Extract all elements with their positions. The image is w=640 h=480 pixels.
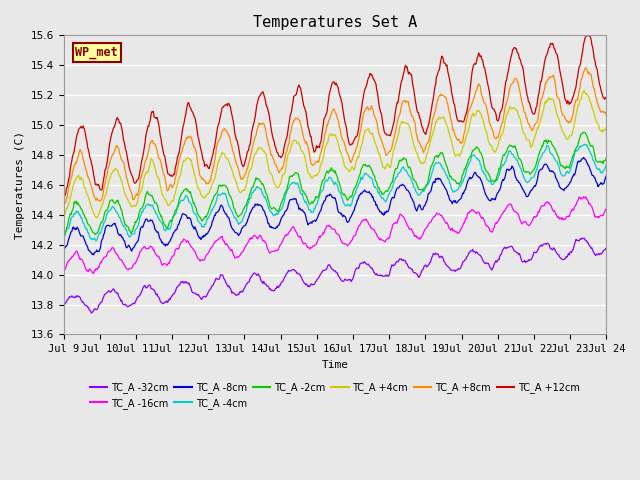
TC_A +8cm xyxy=(60,204,67,209)
TC_A -16cm xyxy=(70,253,77,259)
Line: TC_A -8cm: TC_A -8cm xyxy=(63,157,606,255)
TC_A -8cm xyxy=(60,248,67,253)
TC_A -2cm xyxy=(180,187,188,193)
TC_A -8cm xyxy=(126,245,134,251)
Line: TC_A +8cm: TC_A +8cm xyxy=(63,68,606,206)
TC_A -4cm xyxy=(181,195,189,201)
TC_A -32cm xyxy=(126,302,134,308)
Line: TC_A +12cm: TC_A +12cm xyxy=(63,35,606,196)
TC_A -8cm xyxy=(70,224,77,230)
TC_A +4cm xyxy=(602,124,610,130)
TC_A +12cm xyxy=(417,117,424,122)
Line: TC_A -32cm: TC_A -32cm xyxy=(63,238,606,313)
TC_A +4cm xyxy=(580,88,588,94)
TC_A -32cm xyxy=(402,258,410,264)
TC_A -32cm xyxy=(60,305,67,311)
TC_A -16cm xyxy=(402,218,410,224)
Line: TC_A -2cm: TC_A -2cm xyxy=(63,132,606,237)
TC_A +4cm xyxy=(209,179,217,185)
TC_A +12cm xyxy=(70,151,77,157)
TC_A -2cm xyxy=(209,197,217,203)
TC_A -2cm xyxy=(70,205,77,211)
TC_A +8cm xyxy=(417,142,424,148)
TC_A -16cm xyxy=(417,234,425,240)
TC_A +4cm xyxy=(125,200,133,205)
TC_A +12cm xyxy=(60,193,67,199)
TC_A -4cm xyxy=(92,238,100,244)
TC_A -16cm xyxy=(580,194,588,200)
TC_A +8cm xyxy=(602,112,610,118)
TC_A -32cm xyxy=(602,245,610,251)
TC_A -16cm xyxy=(602,205,610,211)
TC_A -16cm xyxy=(210,240,218,246)
TC_A +8cm xyxy=(209,166,217,172)
TC_A -8cm xyxy=(181,212,189,217)
X-axis label: Time: Time xyxy=(321,360,348,370)
TC_A -2cm xyxy=(417,187,424,192)
TC_A -2cm xyxy=(125,228,133,233)
TC_A -8cm xyxy=(402,185,410,191)
TC_A -32cm xyxy=(210,281,218,287)
TC_A -16cm xyxy=(126,266,134,272)
TC_A -2cm xyxy=(602,155,610,161)
TC_A -8cm xyxy=(90,252,97,258)
TC_A +4cm xyxy=(180,158,188,164)
TC_A +12cm xyxy=(602,95,610,101)
TC_A -8cm xyxy=(210,215,218,221)
TC_A +4cm xyxy=(60,217,67,223)
TC_A -32cm xyxy=(70,294,77,300)
TC_A +12cm xyxy=(585,32,593,37)
TC_A +12cm xyxy=(180,119,188,124)
TC_A +8cm xyxy=(180,141,188,147)
TC_A -4cm xyxy=(602,162,610,168)
TC_A -4cm xyxy=(580,141,588,147)
TC_A -16cm xyxy=(89,270,97,276)
TC_A -4cm xyxy=(402,168,410,174)
TC_A +12cm xyxy=(209,152,217,157)
TC_A -32cm xyxy=(181,278,189,284)
Title: Temperatures Set A: Temperatures Set A xyxy=(253,15,417,30)
TC_A -32cm xyxy=(579,235,586,241)
TC_A +4cm xyxy=(401,120,408,125)
TC_A -8cm xyxy=(417,206,425,212)
TC_A -8cm xyxy=(580,155,588,160)
TC_A -2cm xyxy=(401,156,408,161)
Text: WP_met: WP_met xyxy=(76,46,118,59)
TC_A +12cm xyxy=(401,65,408,71)
TC_A -4cm xyxy=(60,237,67,243)
TC_A +8cm xyxy=(70,167,77,172)
TC_A -32cm xyxy=(88,310,95,316)
TC_A -8cm xyxy=(602,173,610,179)
TC_A -4cm xyxy=(126,234,134,240)
Line: TC_A -16cm: TC_A -16cm xyxy=(63,197,606,273)
Line: TC_A -4cm: TC_A -4cm xyxy=(63,144,606,241)
TC_A +4cm xyxy=(417,160,424,166)
Line: TC_A +4cm: TC_A +4cm xyxy=(63,91,606,220)
TC_A +8cm xyxy=(401,97,408,103)
TC_A +12cm xyxy=(125,165,133,170)
TC_A -32cm xyxy=(417,269,425,275)
TC_A -4cm xyxy=(70,214,77,219)
Y-axis label: Temperatures (C): Temperatures (C) xyxy=(15,131,25,239)
TC_A -4cm xyxy=(210,204,218,210)
TC_A -2cm xyxy=(579,130,587,135)
TC_A -4cm xyxy=(417,190,425,195)
TC_A -16cm xyxy=(181,237,189,243)
TC_A -2cm xyxy=(60,234,67,240)
Legend: TC_A -32cm, TC_A -16cm, TC_A -8cm, TC_A -4cm, TC_A -2cm, TC_A +4cm, TC_A +8cm, T: TC_A -32cm, TC_A -16cm, TC_A -8cm, TC_A … xyxy=(86,378,584,413)
TC_A +8cm xyxy=(125,184,133,190)
TC_A +8cm xyxy=(582,65,589,71)
TC_A -16cm xyxy=(60,269,67,275)
TC_A +4cm xyxy=(70,182,77,188)
